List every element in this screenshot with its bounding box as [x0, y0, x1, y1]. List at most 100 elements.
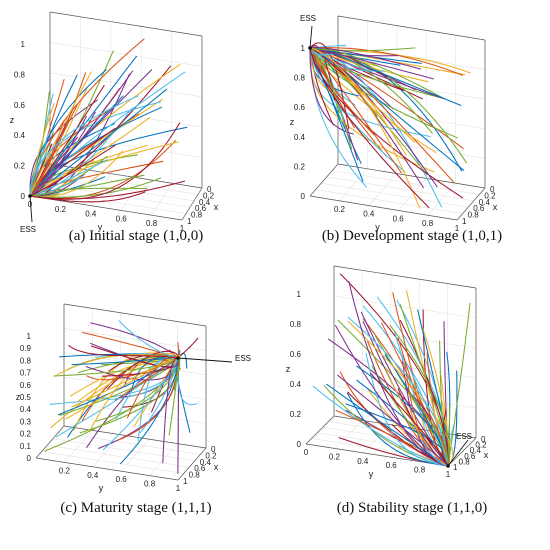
z-tick-label: 0.1: [20, 442, 32, 451]
grid-line: [333, 385, 477, 409]
grid-line: [41, 451, 184, 474]
panel-caption: (a) Initial stage (1,0,0): [69, 228, 204, 244]
ess-arrow: [309, 25, 313, 49]
z-tick-label: 0.9: [20, 344, 32, 353]
chart-panel-d: 0 0.2 0.4 0.6 0.8 100.20.40.60.8100.20.40.60.…: [286, 265, 489, 516]
ess-point: [446, 464, 450, 468]
axis-frame: [305, 265, 477, 467]
axis-line: [309, 195, 458, 221]
x-tick-label: 0.2: [203, 191, 215, 200]
y-tick-label: 1: [180, 224, 185, 233]
y-tick-label: 0.2: [55, 205, 67, 214]
grid-line: [120, 439, 150, 472]
x-tick-label: 0: [207, 185, 212, 194]
z-tick-label: 0: [27, 454, 32, 463]
grid-line: [63, 328, 207, 351]
axis-line: [309, 163, 339, 197]
grid-line: [332, 170, 480, 195]
axis-line: [35, 425, 65, 459]
grid-line: [339, 168, 368, 201]
z-tick-label: 0.5: [20, 393, 32, 402]
z-tick-label: 1: [301, 44, 306, 53]
y-tick-label: 0.6: [393, 214, 405, 223]
trajectory-line: [68, 345, 179, 359]
axis-line: [35, 457, 179, 481]
grid-line: [333, 295, 477, 319]
z-tick-label: 0.6: [14, 101, 26, 110]
y-tick-label: 0.8: [144, 480, 156, 489]
z-axis-label: z: [16, 392, 21, 402]
z-tick-label: 0.8: [14, 70, 26, 79]
grid-line: [47, 444, 190, 468]
grid-line: [326, 176, 474, 202]
x-tick-label: 0.6: [473, 204, 485, 213]
x-tick-label: 0.8: [189, 471, 201, 480]
axis-line: [63, 303, 207, 327]
y-tick-label: 1: [455, 224, 460, 233]
z-tick-label: 1: [27, 332, 32, 341]
z-axis-label: z: [290, 117, 295, 127]
y-axis-label: y: [375, 222, 380, 232]
axis-line: [337, 15, 486, 41]
x-tick-label: 0.8: [468, 211, 480, 220]
z-tick-label: 0.2: [294, 162, 306, 171]
grid-line: [317, 432, 460, 456]
ess-point: [28, 194, 32, 198]
x-tick-label: 1: [183, 477, 188, 486]
z-tick-label: 0.6: [20, 381, 32, 390]
axis-line: [63, 425, 207, 449]
grid-line: [321, 182, 469, 208]
z-tick-label: 0.4: [20, 405, 32, 414]
x-axis-label: x: [484, 450, 489, 460]
y-tick-label: 0.8: [414, 466, 426, 475]
grid-line: [120, 178, 142, 211]
z-tick-label: 0.6: [294, 103, 306, 112]
z-axis-label: z: [286, 364, 291, 374]
grid-line: [33, 189, 187, 214]
z-tick-label: 0.7: [20, 369, 32, 378]
ess-arrow: [29, 195, 33, 223]
grid-line: [427, 183, 456, 216]
axis-line: [177, 447, 207, 481]
ess-arrow: [447, 439, 469, 467]
axis-line: [305, 415, 335, 445]
grid-line: [37, 182, 191, 208]
axis-line: [181, 187, 203, 221]
x-tick-label: 1: [453, 463, 458, 472]
ess-label: ESS: [300, 14, 316, 23]
y-tick-label: 0.2: [59, 466, 71, 475]
grid-line: [92, 434, 122, 467]
grid-line: [315, 189, 463, 214]
trajectory-line: [29, 95, 124, 197]
x-tick-label: 0.2: [484, 191, 496, 200]
trajectory-line: [348, 281, 449, 467]
y-axis-label: y: [369, 469, 374, 479]
z-tick-label: 0.4: [14, 131, 26, 140]
x-tick-label: 0.8: [191, 211, 203, 220]
axis-line: [49, 11, 203, 37]
x-axis-label: x: [493, 202, 498, 212]
x-tick-label: 0.4: [479, 198, 491, 207]
ess-label: ESS: [235, 354, 251, 363]
trajectory-line: [90, 322, 179, 359]
z-tick-label: 1: [21, 40, 26, 49]
trajectory-line: [309, 47, 354, 135]
grid-line: [368, 173, 398, 206]
x-tick-label: 0: [211, 445, 216, 454]
x-axis-label: x: [214, 202, 219, 212]
y-tick-label: 0.4: [357, 457, 369, 466]
grid-line: [151, 183, 172, 216]
tick-labels: 0.20.40.60.8100.20.40.60.8100.20.40.60.8…: [294, 44, 496, 233]
z-tick-label: 0.3: [20, 417, 32, 426]
y-tick-label: 0.6: [116, 475, 128, 484]
x-tick-label: 0.2: [205, 451, 217, 460]
y-tick-label: 0.4: [87, 471, 99, 480]
chart-panel-c: 0.2 0.4 0.6 0.8 100.20.40.60.8100.10.20.30.4…: [16, 303, 251, 516]
grid-line: [149, 443, 178, 476]
panel-caption: (b) Development stage (1,0,1): [322, 228, 502, 244]
x-tick-label: 0.6: [195, 204, 207, 213]
grid-line: [334, 420, 363, 449]
axis-line: [447, 437, 477, 467]
ess-point: [176, 356, 180, 360]
